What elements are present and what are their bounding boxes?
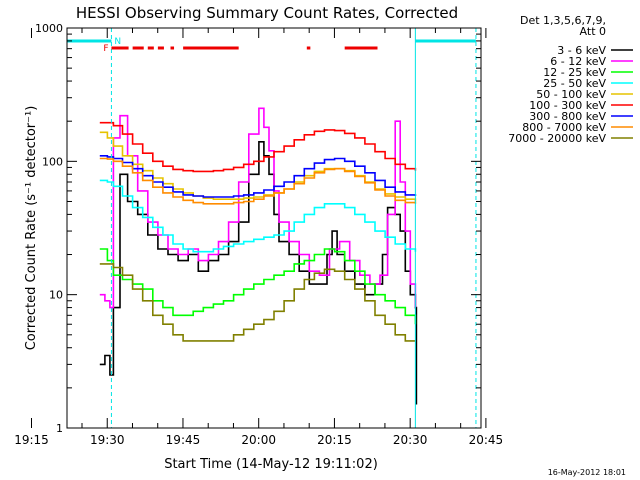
series-line-0: [99, 141, 418, 405]
legend-label-2: 12 - 25 keV: [543, 66, 606, 79]
series-line-5: [99, 121, 417, 173]
x-tick-label: 20:45: [469, 433, 504, 447]
x-tick-label: 19:45: [166, 433, 201, 447]
y-tick-label: 100: [42, 155, 63, 168]
series-line-3: [99, 179, 417, 253]
series-line-6: [99, 155, 417, 198]
legend-header-attenuator: Att 0: [580, 25, 606, 38]
y-tick-label: 1: [56, 422, 63, 435]
legend-label-3: 25 - 50 keV: [543, 77, 606, 90]
x-tick-label: 20:15: [317, 433, 352, 447]
legend-label-5: 100 - 300 keV: [529, 99, 606, 112]
x-tick-label: 20:00: [241, 433, 276, 447]
x-tick-label: 19:30: [90, 433, 125, 447]
y-tick-label: 10: [49, 289, 63, 302]
legend-label-7: 800 - 7000 keV: [522, 121, 606, 134]
legend-label-0: 3 - 6 keV: [557, 44, 606, 57]
chart-title: HESSI Observing Summary Count Rates, Cor…: [76, 4, 458, 22]
series-line-2: [99, 248, 417, 325]
series-line-7: [99, 157, 417, 205]
x-tick-label: 20:30: [393, 433, 428, 447]
legend-label-4: 50 - 100 keV: [536, 88, 606, 101]
date-stamp: 16-May-2012 18:01: [548, 468, 626, 477]
night-flag-label: N: [114, 37, 121, 47]
legend-label-1: 6 - 12 keV: [550, 55, 606, 68]
legend-header-detectors: Det 1,3,5,6,7,9,: [520, 14, 606, 27]
series-line-8: [99, 263, 416, 342]
flags-layer: FN: [67, 28, 477, 428]
series-layer: [99, 107, 418, 405]
series-line-1: [99, 107, 417, 309]
y-tick-label: 1000: [35, 22, 63, 35]
flare-flag-label: F: [103, 44, 108, 54]
legend-label-6: 300 - 800 keV: [529, 110, 606, 123]
axes-layer: 1 10 100 1000 19:15 19:30 19:45 20:00 20:15 20:30…: [14, 22, 503, 447]
y-axis-label: Corrected Count Rate (s⁻¹ detector⁻¹): [24, 106, 39, 351]
legend-label-8: 7000 - 20000 keV: [508, 132, 606, 145]
x-tick-label: 19:15: [14, 433, 49, 447]
x-axis-label: Start Time (14-May-12 19:11:02): [164, 457, 378, 472]
plot-frame: [66, 27, 482, 429]
